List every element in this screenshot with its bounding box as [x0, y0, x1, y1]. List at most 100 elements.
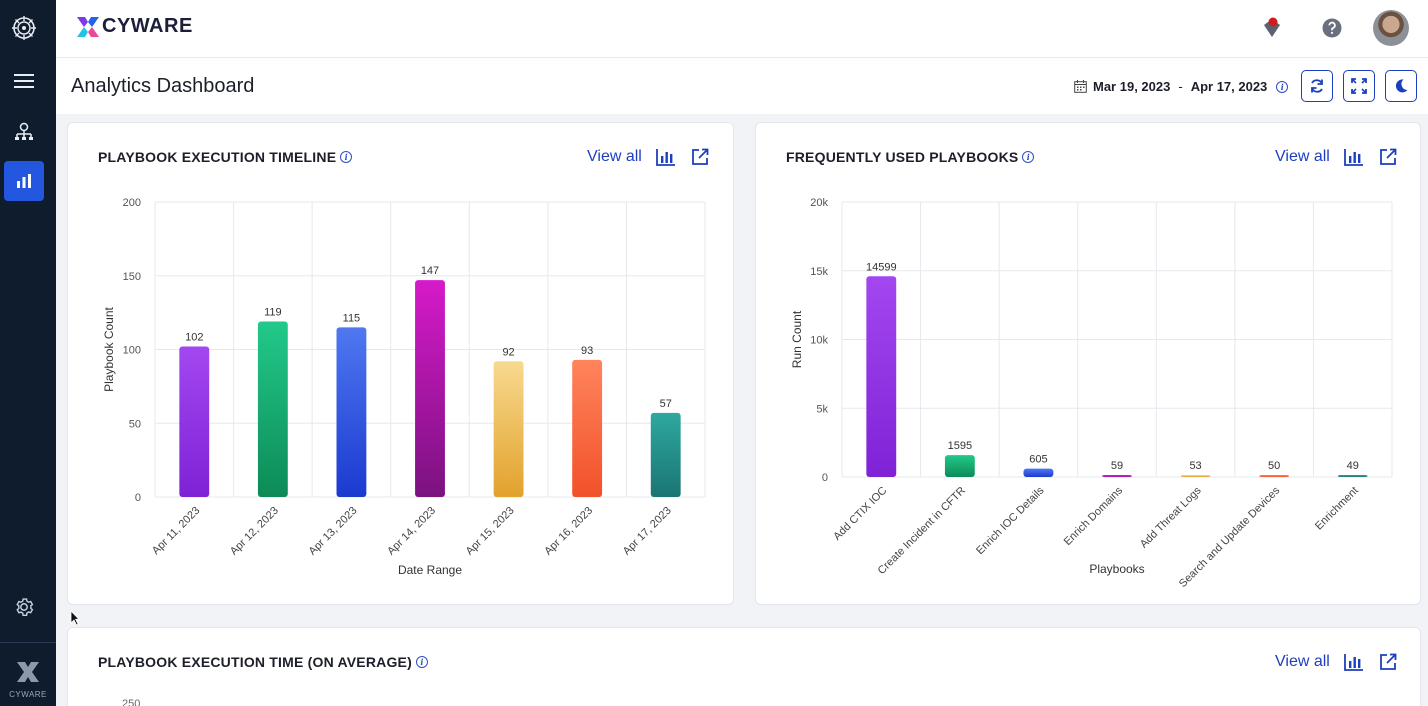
- chart-type-icon[interactable]: [1343, 147, 1364, 167]
- date-separator: -: [1178, 79, 1183, 94]
- network-nav-icon[interactable]: [4, 111, 44, 151]
- mouse-cursor-icon: [70, 610, 80, 631]
- card-title: PLAYBOOK EXECUTION TIMELINE i: [98, 149, 353, 165]
- timeline-bar-chart: 0 50 100 150 200 102 Apr 11, 2023 119 Apr 12, 20…: [102, 197, 706, 577]
- bar-value-label: 14599: [866, 261, 897, 273]
- bar-value-label: 93: [581, 345, 593, 357]
- x-axis-label: Playbooks: [1089, 562, 1144, 576]
- view-all-link[interactable]: View all: [1275, 653, 1330, 670]
- bar-value-label: 53: [1189, 460, 1201, 472]
- bar: [1180, 475, 1211, 477]
- y-axis-label: Run Count: [790, 310, 804, 368]
- playbook-execution-time-card: PLAYBOOK EXECUTION TIME (ON AVERAGE) i V…: [67, 627, 1421, 706]
- export-icon[interactable]: [1378, 652, 1398, 672]
- info-icon[interactable]: i: [340, 151, 353, 163]
- chart-type-icon[interactable]: [1343, 652, 1364, 672]
- x-axis-label: Date Range: [398, 563, 462, 577]
- y-axis-label: Playbook Count: [102, 306, 116, 391]
- x-tick-label: Apr 16, 2023: [542, 505, 595, 558]
- bar-value-label: 92: [502, 346, 514, 358]
- bar-value-label: 119: [264, 306, 282, 318]
- y-tick-label: 50: [129, 418, 141, 430]
- cyware-logo-icon: [77, 16, 99, 37]
- fullscreen-button[interactable]: [1343, 70, 1375, 102]
- bar: [493, 361, 524, 497]
- y-tick-label: 0: [135, 492, 141, 504]
- x-tick-label: Apr 12, 2023: [228, 505, 281, 558]
- date-end: Apr 17, 2023: [1190, 79, 1268, 94]
- x-tick-label: Add CTIX IOC: [831, 485, 889, 543]
- bar-value-label: 57: [660, 398, 672, 410]
- bar: [572, 359, 603, 497]
- card-actions: View all: [587, 147, 710, 167]
- bar: [1337, 475, 1368, 477]
- chart-type-icon[interactable]: [655, 147, 676, 167]
- info-icon[interactable]: i: [415, 656, 428, 668]
- x-tick-label: Enrich Domains: [1062, 484, 1126, 548]
- y-tick-label: 20k: [810, 197, 828, 209]
- calendar-icon: [1074, 80, 1087, 93]
- hamburger-menu-icon[interactable]: [4, 61, 44, 101]
- x-tick-label: Create Incident in CFTR: [876, 485, 968, 577]
- y-tick-label: 10k: [810, 335, 828, 347]
- dark-mode-button[interactable]: [1385, 70, 1417, 102]
- bar: [1259, 475, 1290, 477]
- avgtime-title: PLAYBOOK EXECUTION TIME (ON AVERAGE): [98, 654, 412, 670]
- bar: [179, 346, 210, 497]
- date-range-picker[interactable]: Mar 19, 2023 - Apr 17, 2023 i: [1074, 79, 1289, 94]
- y-tick-label: 5k: [816, 403, 828, 415]
- moon-icon: [1395, 79, 1408, 93]
- y-tick-label: 100: [123, 345, 141, 357]
- frequent-title: FREQUENTLY USED PLAYBOOKS: [786, 149, 1019, 165]
- card-title: FREQUENTLY USED PLAYBOOKS i: [786, 149, 1035, 165]
- export-icon[interactable]: [1378, 147, 1398, 167]
- info-icon[interactable]: i: [1022, 151, 1035, 163]
- avgtime-partial-tick: 250: [122, 698, 141, 706]
- bar-value-label: 59: [1111, 460, 1123, 472]
- frequently-used-playbooks-card: FREQUENTLY USED PLAYBOOKS i View all 0 5k…: [755, 122, 1421, 605]
- refresh-button[interactable]: [1301, 70, 1333, 102]
- card-actions: View all: [1275, 147, 1398, 167]
- bar-value-label: 605: [1029, 454, 1047, 466]
- help-icon[interactable]: [1318, 14, 1346, 42]
- view-all-link[interactable]: View all: [1275, 148, 1330, 165]
- x-tick-label: Apr 17, 2023: [621, 505, 674, 558]
- bar: [866, 276, 897, 477]
- bar: [1102, 475, 1132, 477]
- card-actions: View all: [1275, 652, 1398, 672]
- page-header: Analytics Dashboard Mar 19, 2023 - Apr 1…: [56, 58, 1428, 114]
- timeline-title: PLAYBOOK EXECUTION TIMELINE: [98, 149, 337, 165]
- y-tick-label: 200: [123, 197, 141, 209]
- fullscreen-icon: [1351, 78, 1367, 94]
- refresh-icon: [1311, 79, 1323, 93]
- export-icon[interactable]: [690, 147, 710, 167]
- playbook-execution-timeline-card: PLAYBOOK EXECUTION TIMELINE i View all 0…: [67, 122, 734, 605]
- y-tick-label: 0: [822, 472, 828, 484]
- x-tick-label: Enrich IOC Details: [974, 484, 1047, 557]
- cyware-logo-icon: [8, 652, 48, 692]
- frequent-playbooks-bar-chart: 0 5k 10k 15k 20k 14599 Add CTIX IOC 1595 Create …: [790, 197, 1393, 590]
- date-info-icon[interactable]: i: [1276, 80, 1289, 93]
- user-avatar[interactable]: [1373, 10, 1409, 46]
- x-tick-label: Add Threat Logs: [1138, 484, 1204, 550]
- bar-value-label: 1595: [948, 440, 972, 452]
- x-tick-label: Apr 13, 2023: [307, 505, 360, 558]
- view-all-link[interactable]: View all: [587, 148, 642, 165]
- bar-value-label: 102: [185, 332, 203, 344]
- page-title: Analytics Dashboard: [71, 75, 255, 97]
- notification-icon[interactable]: [1258, 14, 1286, 42]
- bar: [257, 321, 288, 497]
- sidebar-divider: [0, 642, 56, 643]
- y-tick-label: 15k: [810, 266, 828, 278]
- cyware-logo[interactable]: CYWARE: [76, 15, 193, 38]
- analytics-nav-icon[interactable]: [4, 161, 44, 201]
- bar-value-label: 147: [421, 265, 439, 277]
- app-menu-icon[interactable]: [4, 8, 44, 48]
- card-title: PLAYBOOK EXECUTION TIME (ON AVERAGE) i: [98, 654, 428, 670]
- x-tick-label: Apr 14, 2023: [385, 505, 438, 558]
- settings-gear-icon[interactable]: [4, 587, 44, 627]
- bar-value-label: 49: [1347, 460, 1359, 472]
- bar: [336, 327, 367, 497]
- x-tick-label: Enrichment: [1313, 485, 1361, 533]
- bar: [1023, 468, 1054, 477]
